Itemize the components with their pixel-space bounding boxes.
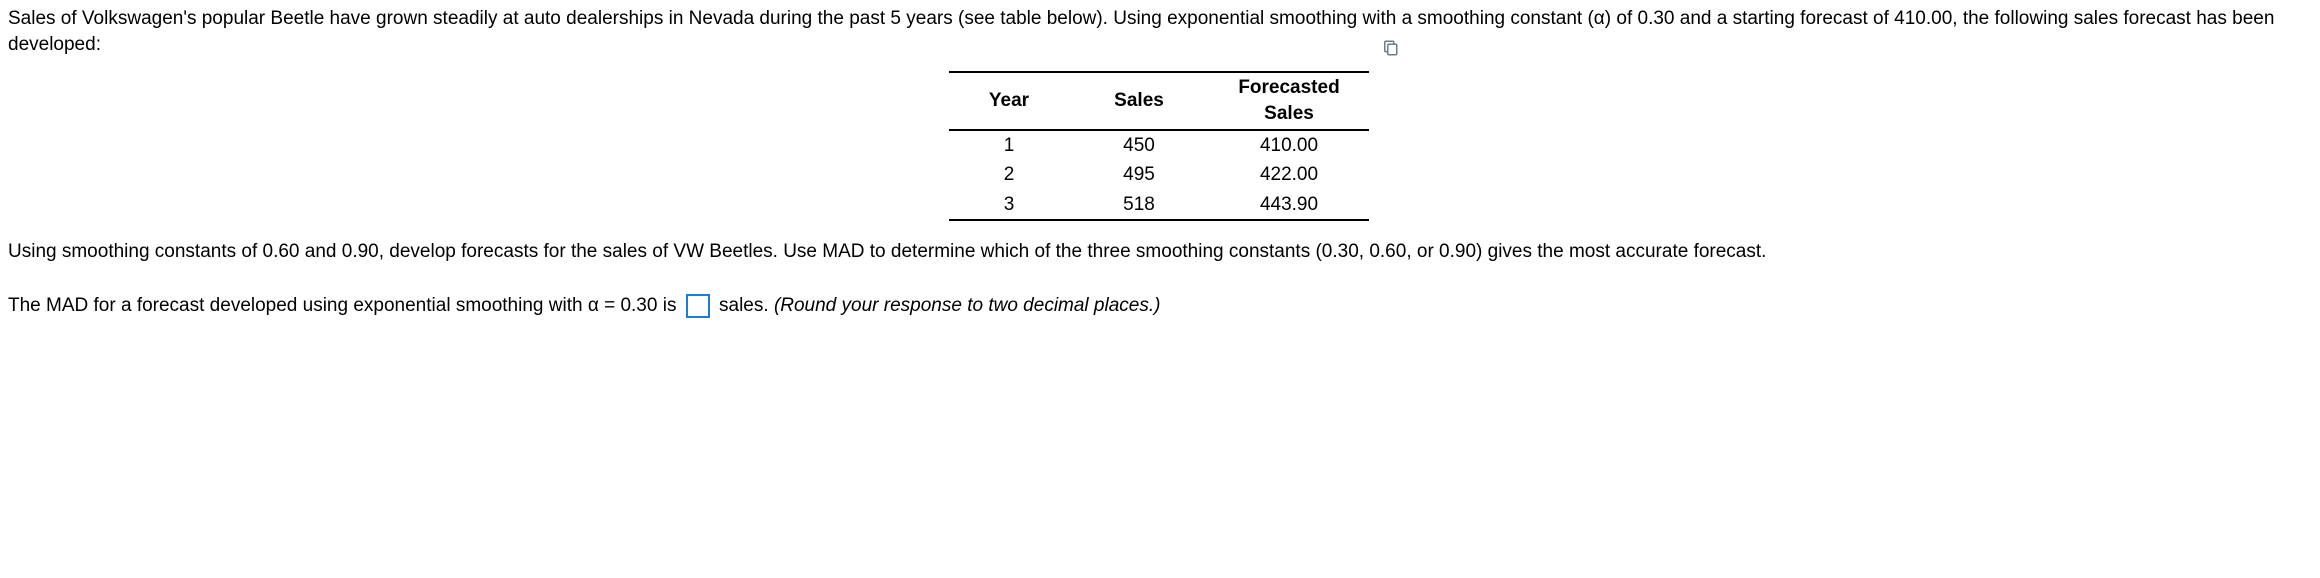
mad-answer-input[interactable] xyxy=(686,294,710,318)
col-header-forecast: Forecasted Sales xyxy=(1209,72,1369,129)
cell-forecast: 410.00 xyxy=(1209,130,1369,161)
cell-forecast: 422.00 xyxy=(1209,160,1369,190)
table-row: 3 518 443.90 xyxy=(949,190,1369,221)
cell-year: 2 xyxy=(949,160,1069,190)
question-line: The MAD for a forecast developed using e… xyxy=(8,293,2310,319)
cell-sales: 495 xyxy=(1069,160,1209,190)
cell-forecast: 443.90 xyxy=(1209,190,1369,221)
instructions-paragraph: Using smoothing constants of 0.60 and 0.… xyxy=(8,239,2310,265)
cell-year: 3 xyxy=(949,190,1069,221)
data-table-container: Year Sales Forecasted Sales 1 450 410.00… xyxy=(8,71,2310,221)
copy-icon[interactable] xyxy=(1381,39,1399,57)
col-header-year: Year xyxy=(949,72,1069,129)
question-suffix-plain: sales. xyxy=(719,295,774,316)
question-prefix: The MAD for a forecast developed using e… xyxy=(8,295,676,316)
question-suffix-italic: (Round your response to two decimal plac… xyxy=(774,295,1161,316)
intro-paragraph: Sales of Volkswagen's popular Beetle hav… xyxy=(8,6,2310,57)
cell-sales: 450 xyxy=(1069,130,1209,161)
cell-sales: 518 xyxy=(1069,190,1209,221)
cell-year: 1 xyxy=(949,130,1069,161)
forecast-table: Year Sales Forecasted Sales 1 450 410.00… xyxy=(949,71,1369,221)
col-header-sales: Sales xyxy=(1069,72,1209,129)
table-row: 1 450 410.00 xyxy=(949,130,1369,161)
table-row: 2 495 422.00 xyxy=(949,160,1369,190)
